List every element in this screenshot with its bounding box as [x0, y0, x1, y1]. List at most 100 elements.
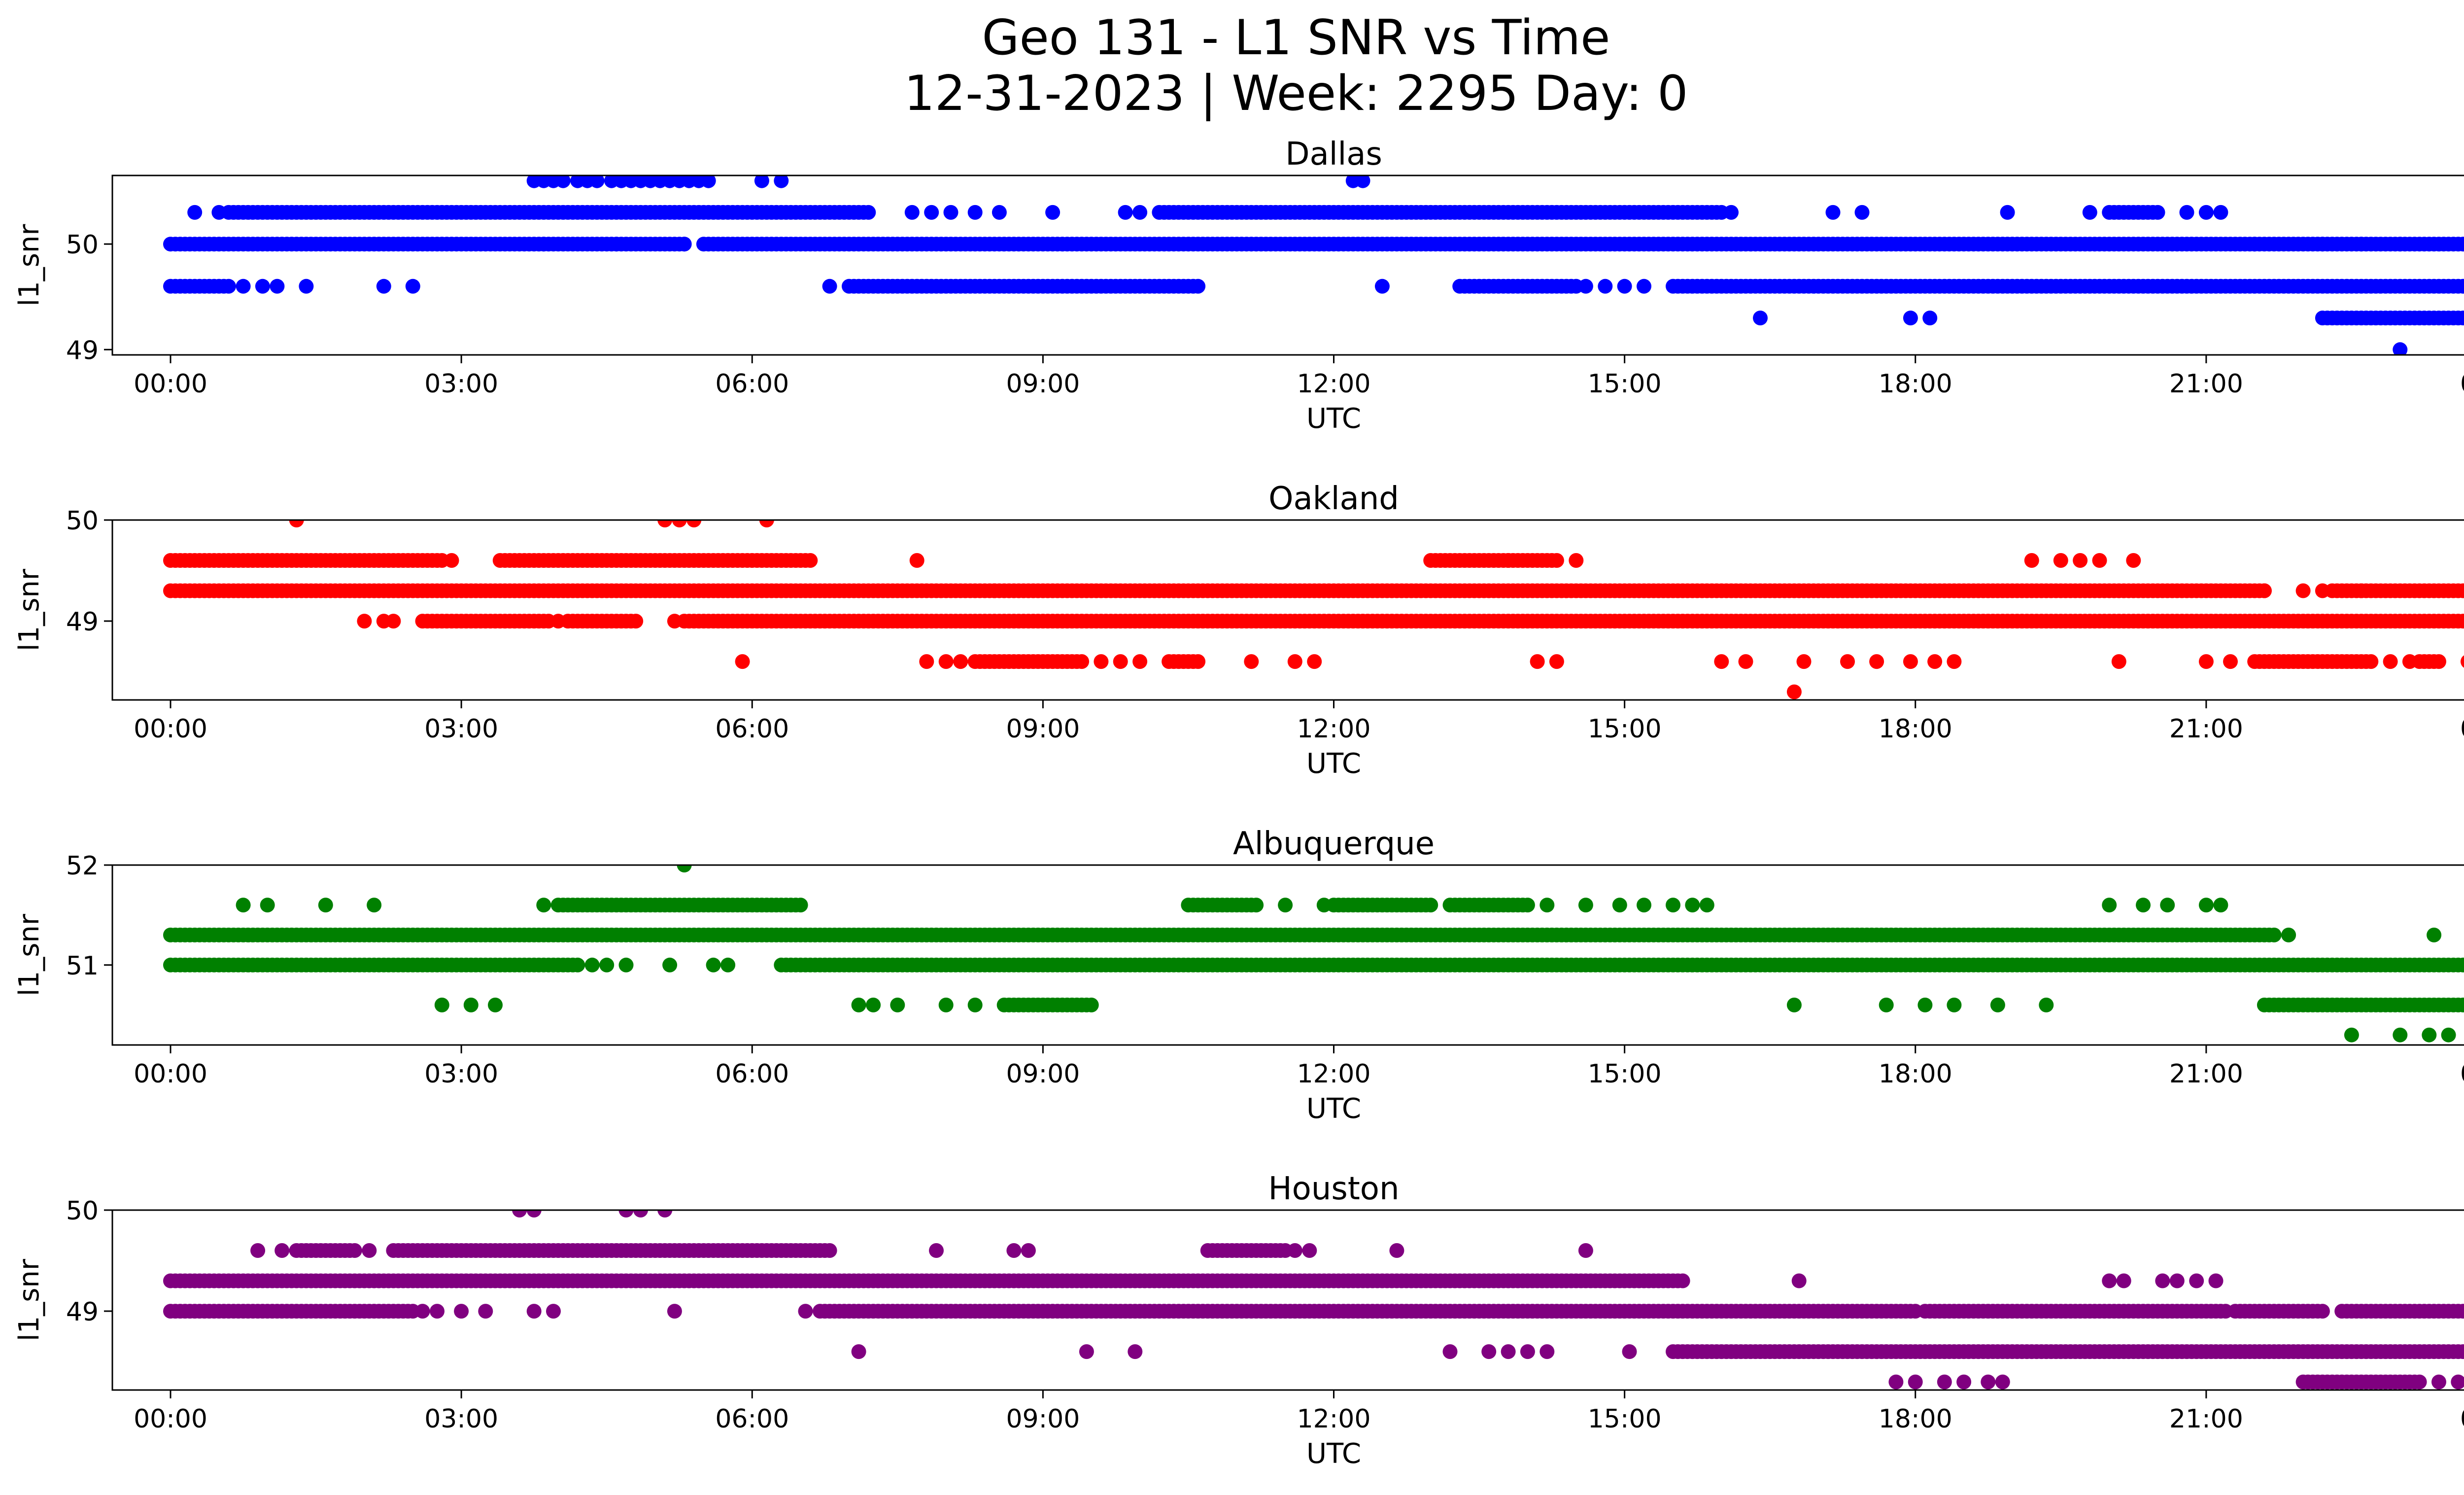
data-point [2169, 1273, 2185, 1288]
data-point [667, 614, 682, 629]
scatter-points [163, 865, 2464, 1043]
data-point [2295, 583, 2311, 598]
x-axis-label: UTC [1306, 403, 1361, 435]
x-tick-label: 06:00 [715, 369, 789, 399]
data-point [1307, 654, 1322, 669]
data-point [1637, 898, 1651, 913]
panel-title: Albuquerque [1233, 826, 1435, 862]
data-point [478, 1304, 493, 1319]
data-point [720, 957, 736, 973]
data-point [1132, 205, 1148, 220]
data-point [526, 1304, 542, 1319]
data-point [463, 997, 479, 1012]
x-tick-label: 18:00 [1879, 714, 1952, 744]
y-tick-label: 49 [66, 336, 99, 365]
data-point [822, 1243, 837, 1258]
data-point [2073, 553, 2088, 568]
data-point [405, 278, 420, 294]
panel-houston: Houston 00:00 03:00 06:00 09:00 12:00 15:00 18:… [13, 1171, 2464, 1470]
x-tick-label: 21:00 [2169, 1059, 2243, 1089]
panel-title: Oakland [1268, 481, 1399, 517]
data-point [1113, 654, 1128, 669]
data-point [536, 898, 551, 913]
data-point [774, 175, 789, 188]
data-point [798, 1304, 813, 1319]
data-point [2150, 205, 2165, 220]
data-point [1128, 1344, 1143, 1359]
data-point [1302, 1243, 1317, 1258]
x-tick-label: 12:00 [1297, 1404, 1371, 1434]
y-tick-label: 50 [66, 506, 99, 536]
panel-albuquerque: Albuquerque 00:00 03:00 06:00 09:00 12:00 15:0… [13, 826, 2464, 1125]
data-point [701, 175, 716, 188]
data-point [953, 654, 968, 669]
data-point [555, 175, 571, 188]
data-point [657, 520, 673, 527]
data-point [2039, 997, 2054, 1012]
data-point [1869, 654, 1884, 669]
data-point [2427, 927, 2442, 942]
data-point [1244, 654, 1259, 669]
data-point [289, 520, 304, 527]
x-tick-label: 18:00 [1879, 1059, 1952, 1089]
data-point [1786, 997, 1802, 1012]
data-point [662, 957, 678, 973]
y-tick-label: 49 [66, 1297, 99, 1327]
x-tick-label: 03:00 [424, 369, 498, 399]
data-point [909, 553, 924, 568]
data-point [633, 1210, 648, 1217]
data-point [1006, 1243, 1022, 1258]
x-tick-label: 06:00 [715, 714, 789, 744]
data-point [1908, 1374, 1923, 1390]
data-point [1549, 553, 1564, 568]
data-point [2198, 898, 2214, 913]
data-point [2102, 1273, 2117, 1288]
data-point [1530, 654, 1545, 669]
x-tick-label: 03:00 [424, 1404, 498, 1434]
data-point [367, 898, 382, 913]
x-tick-label: 21:00 [2169, 714, 2243, 744]
data-point [599, 957, 615, 973]
data-point [822, 278, 837, 294]
panel-title: Dallas [1285, 136, 1382, 173]
x-tick-label: 15:00 [1588, 369, 1662, 399]
data-point [866, 997, 881, 1012]
data-point [1084, 997, 1099, 1012]
data-point [2198, 654, 2214, 669]
x-tick-label: 09:00 [1006, 1059, 1080, 1089]
scatter-points [163, 520, 2464, 699]
x-tick-label: 03:00 [424, 1059, 498, 1089]
data-point [1612, 898, 1627, 913]
x-tick-label: 00:00 [134, 714, 207, 744]
data-point [1947, 654, 1962, 669]
data-point [1666, 898, 1680, 913]
data-point [943, 205, 958, 220]
data-point [2315, 1304, 2330, 1319]
data-point [929, 1243, 944, 1258]
data-point [1879, 997, 1894, 1012]
data-point [2461, 959, 2464, 972]
data-point [512, 1210, 527, 1217]
y-tick-label: 50 [66, 230, 99, 260]
data-point [2461, 999, 2464, 1011]
data-point [250, 1243, 266, 1258]
data-point [2213, 898, 2228, 913]
x-axis-label: UTC [1306, 1438, 1361, 1470]
data-point [2441, 1027, 2456, 1043]
data-point [938, 654, 954, 669]
data-point [1094, 654, 1109, 669]
data-point [1685, 898, 1700, 913]
data-point [2461, 615, 2464, 627]
data-point [1249, 898, 1264, 913]
data-point [1501, 1344, 1516, 1359]
data-point [2451, 1374, 2464, 1390]
x-axis-label: UTC [1306, 1093, 1361, 1125]
data-point [1578, 898, 1593, 913]
y-tick-label: 50 [66, 1196, 99, 1226]
y-tick-label: 52 [66, 851, 99, 881]
y-tick-label: 49 [66, 607, 99, 637]
data-point [924, 205, 939, 220]
data-point [2092, 553, 2107, 568]
y-axis-label: l1_snr [13, 224, 45, 307]
y-tick-label: 51 [66, 951, 99, 981]
